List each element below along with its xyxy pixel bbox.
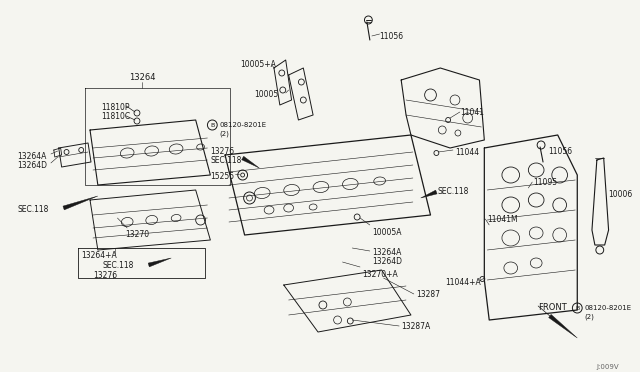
Polygon shape	[420, 190, 437, 198]
Text: 13276: 13276	[211, 147, 234, 156]
Text: 13276: 13276	[93, 271, 117, 280]
Text: B: B	[210, 122, 214, 128]
Text: (2): (2)	[219, 130, 229, 137]
Polygon shape	[148, 258, 172, 267]
Text: 11044: 11044	[455, 148, 479, 157]
Polygon shape	[548, 314, 577, 338]
Text: 13264D: 13264D	[372, 257, 402, 266]
Text: 13264D: 13264D	[18, 161, 47, 170]
Text: 11044+A: 11044+A	[445, 278, 481, 287]
Text: 13264A: 13264A	[18, 152, 47, 161]
Text: FRONT: FRONT	[538, 303, 567, 312]
Text: 13270+A: 13270+A	[362, 270, 398, 279]
Text: 11041: 11041	[460, 108, 484, 117]
Text: 10005: 10005	[254, 90, 278, 99]
Text: SEC.118: SEC.118	[18, 205, 49, 214]
Text: 10006: 10006	[609, 190, 633, 199]
Polygon shape	[63, 196, 98, 210]
Text: 10005+A: 10005+A	[240, 60, 276, 69]
Text: 13264: 13264	[129, 73, 155, 82]
Text: SEC.118: SEC.118	[437, 187, 468, 196]
Text: 11056: 11056	[380, 32, 404, 41]
Text: 08120-8201E: 08120-8201E	[219, 122, 266, 128]
Text: 11041M: 11041M	[487, 215, 518, 224]
Text: (2): (2)	[584, 314, 594, 321]
Text: 15255: 15255	[211, 172, 234, 181]
Text: 11810C: 11810C	[100, 112, 130, 121]
Text: 10005A: 10005A	[372, 228, 401, 237]
Text: 11095: 11095	[533, 178, 557, 187]
Text: 11056: 11056	[548, 147, 572, 156]
Text: B: B	[575, 305, 579, 311]
Polygon shape	[242, 156, 259, 168]
Text: 08120-8201E: 08120-8201E	[584, 305, 631, 311]
Text: 13264A: 13264A	[372, 248, 401, 257]
Text: 13270: 13270	[125, 230, 149, 239]
Text: 13287: 13287	[416, 290, 440, 299]
Text: J:009V: J:009V	[597, 364, 620, 370]
Text: 11810P: 11810P	[100, 103, 129, 112]
Text: SEC.118: SEC.118	[211, 156, 242, 165]
Text: SEC.118: SEC.118	[103, 261, 134, 270]
Text: 13287A: 13287A	[401, 322, 431, 331]
Text: 13264+A: 13264+A	[81, 251, 117, 260]
